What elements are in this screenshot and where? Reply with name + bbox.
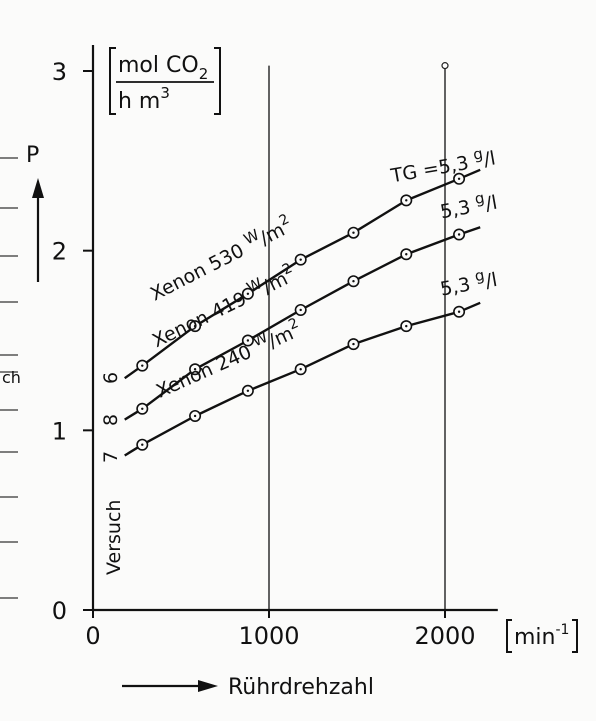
versuch-label: Versuch <box>103 500 125 575</box>
series-1-point-5-center <box>352 231 355 234</box>
series-3-point-7-center <box>457 310 461 313</box>
series-1-point-4-center <box>299 258 302 261</box>
y-unit-bracket-left <box>109 47 116 115</box>
y-tick-label-2: 2 <box>52 238 67 266</box>
series-1-point-1-center <box>141 364 144 367</box>
y-unit-denominator: h m3 <box>118 84 170 114</box>
vertical-grid-lines <box>268 62 449 610</box>
series-2-point-4-center <box>299 308 302 312</box>
series-1-point-3-center <box>246 292 250 295</box>
series-2-point-3-center <box>246 339 250 342</box>
left-margin-text-fragment: ch <box>2 368 21 387</box>
series-2-point-6-center <box>405 253 408 256</box>
series-3-point-3-center <box>246 389 250 393</box>
y-axis-label-arrow-head <box>32 178 44 198</box>
left-margin-fragments <box>0 157 18 599</box>
axis-ticks: 0 1 2 3 0 1000 2000 <box>52 58 476 650</box>
series-3-point-1-center <box>141 443 144 446</box>
x-axis-unit: min-1 <box>506 619 578 653</box>
series-2-tg-label: 5,3 g/l <box>438 187 499 224</box>
series-2-point-2-center <box>193 368 197 371</box>
x-tick-label-2000: 2000 <box>414 622 475 650</box>
x-unit-text: min-1 <box>514 622 569 650</box>
y-unit-bracket-right <box>214 47 221 115</box>
series-3-point-5-center <box>352 342 355 346</box>
series-3-point-4-center <box>299 368 302 371</box>
axes <box>91 45 498 612</box>
series-1-point-2-center <box>193 324 197 328</box>
series-1-point-7-center <box>457 177 461 180</box>
grid-line-end-marker <box>441 62 449 70</box>
series-1-versuch-number: 6 <box>100 372 122 384</box>
series-2-versuch-number: 8 <box>100 414 122 426</box>
y-axis-label: P <box>26 143 39 168</box>
y-axis-unit: mol CO2 h m3 <box>109 47 221 115</box>
series-3-versuch-number: 7 <box>100 451 122 463</box>
series-2-point-5-center <box>352 280 355 283</box>
x-axis-label-group: Rührdrehzahl <box>122 675 374 700</box>
y-tick-label-3: 3 <box>52 58 67 86</box>
y-axis-label-group: P <box>26 143 44 282</box>
x-axis-label: Rührdrehzahl <box>228 675 374 700</box>
series-1-tg-label: TG =5,3 g/l <box>387 142 497 187</box>
series-3-point-6-center <box>405 324 408 328</box>
series-3-tg-label: 5,3 g/l <box>438 264 499 301</box>
x-tick-label-0: 0 <box>85 622 100 650</box>
series-2-point-7-center <box>457 233 461 236</box>
y-unit-numerator: mol CO2 <box>118 53 208 83</box>
series-3-point-2-center <box>193 414 197 418</box>
x-unit-bracket-right <box>572 619 578 653</box>
series-2-point-1-center <box>141 407 144 410</box>
y-tick-label-1: 1 <box>52 417 67 445</box>
x-tick-label-1000: 1000 <box>238 622 299 650</box>
x-axis-label-arrow-head <box>198 680 218 692</box>
series-1-point-6-center <box>405 199 408 202</box>
y-tick-label-0: 0 <box>52 597 67 625</box>
x-unit-bracket-left <box>506 619 512 653</box>
